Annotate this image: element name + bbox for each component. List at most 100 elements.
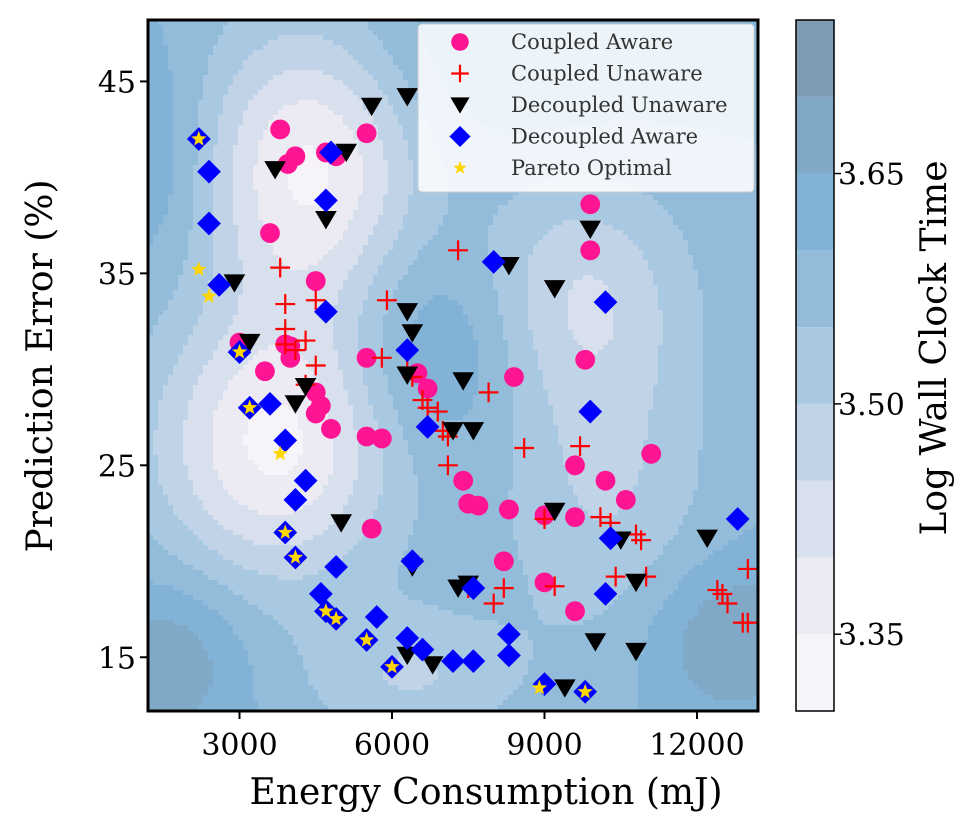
contour-cell <box>293 65 299 71</box>
contour-cell <box>753 110 758 116</box>
contour-cell <box>383 20 389 26</box>
contour-cell <box>188 30 194 36</box>
contour-cell <box>278 205 284 211</box>
contour-cell <box>408 215 414 221</box>
contour-cell <box>233 20 239 26</box>
contour-cell <box>193 125 199 131</box>
contour-cell <box>333 175 339 181</box>
contour-cell <box>338 120 344 126</box>
contour-cell <box>303 210 309 216</box>
contour-cell <box>393 180 399 186</box>
contour-cell <box>248 140 254 146</box>
contour-cell <box>423 195 429 201</box>
contour-cell <box>613 200 619 206</box>
contour-cell <box>383 25 389 31</box>
contour-cell <box>333 180 339 186</box>
contour-cell <box>393 150 399 156</box>
contour-cell <box>318 115 324 121</box>
contour-cell <box>303 150 309 156</box>
contour-cell <box>603 210 609 216</box>
contour-cell <box>208 90 214 96</box>
contour-cell <box>163 80 169 86</box>
contour-cell <box>373 185 379 191</box>
contour-cell <box>313 55 319 61</box>
contour-cell <box>223 175 229 181</box>
contour-cell <box>398 105 404 111</box>
contour-cell <box>223 35 229 41</box>
contour-cell <box>148 75 154 81</box>
contour-cell <box>383 165 389 171</box>
contour-cell <box>248 205 254 211</box>
contour-cell <box>248 200 254 206</box>
contour-cell <box>213 120 219 126</box>
contour-cell <box>178 35 184 41</box>
contour-cell <box>588 215 594 221</box>
contour-cell <box>633 200 639 206</box>
contour-cell <box>308 140 314 146</box>
contour-cell <box>158 50 164 56</box>
contour-cell <box>408 65 414 71</box>
contour-cell <box>203 80 209 86</box>
contour-cell <box>338 55 344 61</box>
contour-cell <box>283 70 289 76</box>
contour-cell <box>233 125 239 131</box>
contour-cell <box>648 220 654 226</box>
contour-cell <box>263 70 269 76</box>
contour-cell <box>528 20 534 26</box>
contour-cell <box>358 140 364 146</box>
contour-cell <box>248 175 254 181</box>
contour-cell <box>653 215 659 221</box>
contour-cell <box>168 120 174 126</box>
contour-cell <box>293 60 299 66</box>
contour-cell <box>348 90 354 96</box>
contour-cell <box>413 100 419 106</box>
contour-cell <box>608 220 614 226</box>
contour-cell <box>238 35 244 41</box>
contour-cell <box>533 205 539 211</box>
contour-cell <box>338 175 344 181</box>
contour-cell <box>273 20 279 26</box>
contour-cell <box>233 150 239 156</box>
contour-cell <box>388 75 394 81</box>
contour-cell <box>333 80 339 86</box>
contour-cell <box>203 20 209 26</box>
contour-cell <box>238 95 244 101</box>
contour-cell <box>403 200 409 206</box>
contour-cell <box>288 110 294 116</box>
contour-cell <box>318 80 324 86</box>
contour-cell <box>248 180 254 186</box>
contour-cell <box>463 220 469 226</box>
contour-cell <box>183 130 189 136</box>
contour-cell <box>213 155 219 161</box>
contour-cell <box>158 215 164 221</box>
contour-cell <box>278 190 284 196</box>
contour-cell <box>173 170 179 176</box>
contour-cell <box>618 220 624 226</box>
contour-cell <box>313 190 319 196</box>
contour-cell <box>348 165 354 171</box>
contour-cell <box>203 45 209 51</box>
contour-cell <box>373 165 379 171</box>
contour-cell <box>588 20 594 26</box>
contour-cell <box>363 60 369 66</box>
contour-cell <box>563 210 569 216</box>
contour-cell <box>243 35 249 41</box>
contour-cell <box>243 110 249 116</box>
contour-cell <box>353 165 359 171</box>
contour-cell <box>198 45 204 51</box>
contour-cell <box>558 195 564 201</box>
contour-cell <box>623 205 629 211</box>
contour-cell <box>243 105 249 111</box>
contour-cell <box>178 25 184 31</box>
contour-cell <box>203 150 209 156</box>
contour-cell <box>153 180 159 186</box>
contour-cell <box>348 195 354 201</box>
contour-cell <box>153 135 159 141</box>
contour-cell <box>213 145 219 151</box>
contour-cell <box>383 120 389 126</box>
contour-cell <box>153 175 159 181</box>
contour-cell <box>328 105 334 111</box>
contour-cell <box>663 20 669 26</box>
contour-cell <box>193 65 199 71</box>
contour-cell <box>428 200 434 206</box>
